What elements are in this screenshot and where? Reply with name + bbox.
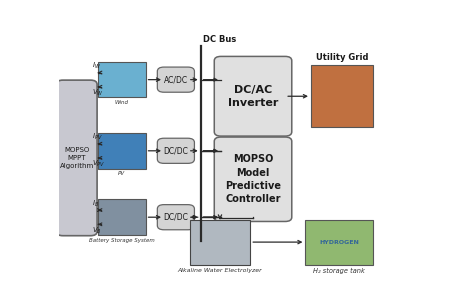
Text: DC/AC
Inverter: DC/AC Inverter: [228, 85, 278, 108]
Text: H₂ storage tank: H₂ storage tank: [313, 268, 365, 274]
Text: DC/DC: DC/DC: [164, 213, 188, 222]
Bar: [98, 62, 146, 97]
Text: DC Bus: DC Bus: [202, 35, 236, 44]
Text: Alkaline Water Electrolyzer: Alkaline Water Electrolyzer: [178, 268, 262, 273]
Text: $V_{PV}$: $V_{PV}$: [92, 159, 106, 169]
Text: MOPSO
Model
Predictive
Controller: MOPSO Model Predictive Controller: [225, 154, 281, 204]
Bar: [190, 220, 250, 265]
Text: Battery Storage System: Battery Storage System: [89, 238, 155, 243]
Text: $I_{B}$: $I_{B}$: [92, 199, 100, 209]
Bar: [98, 199, 146, 235]
Text: $I_{W}$: $I_{W}$: [92, 61, 101, 71]
Bar: [305, 220, 374, 265]
FancyBboxPatch shape: [214, 56, 292, 136]
Text: MOPSO
MPPT
Algorithm: MOPSO MPPT Algorithm: [60, 147, 94, 169]
FancyBboxPatch shape: [157, 67, 194, 92]
Text: AC/DC: AC/DC: [164, 75, 188, 84]
FancyBboxPatch shape: [157, 138, 194, 163]
Text: PV: PV: [118, 172, 125, 176]
FancyBboxPatch shape: [56, 80, 97, 236]
FancyBboxPatch shape: [157, 205, 194, 230]
Bar: [98, 133, 146, 168]
Text: DC/DC: DC/DC: [164, 146, 188, 155]
Text: Wind: Wind: [115, 100, 129, 105]
Bar: [311, 65, 374, 127]
Text: HYDROGEN: HYDROGEN: [319, 240, 359, 245]
FancyBboxPatch shape: [214, 137, 292, 221]
Text: Utility Grid: Utility Grid: [316, 53, 368, 62]
Text: $I_{PV}$: $I_{PV}$: [92, 132, 103, 143]
Text: $V_{B}$: $V_{B}$: [92, 225, 102, 236]
Text: $V_{W}$: $V_{W}$: [92, 88, 104, 98]
